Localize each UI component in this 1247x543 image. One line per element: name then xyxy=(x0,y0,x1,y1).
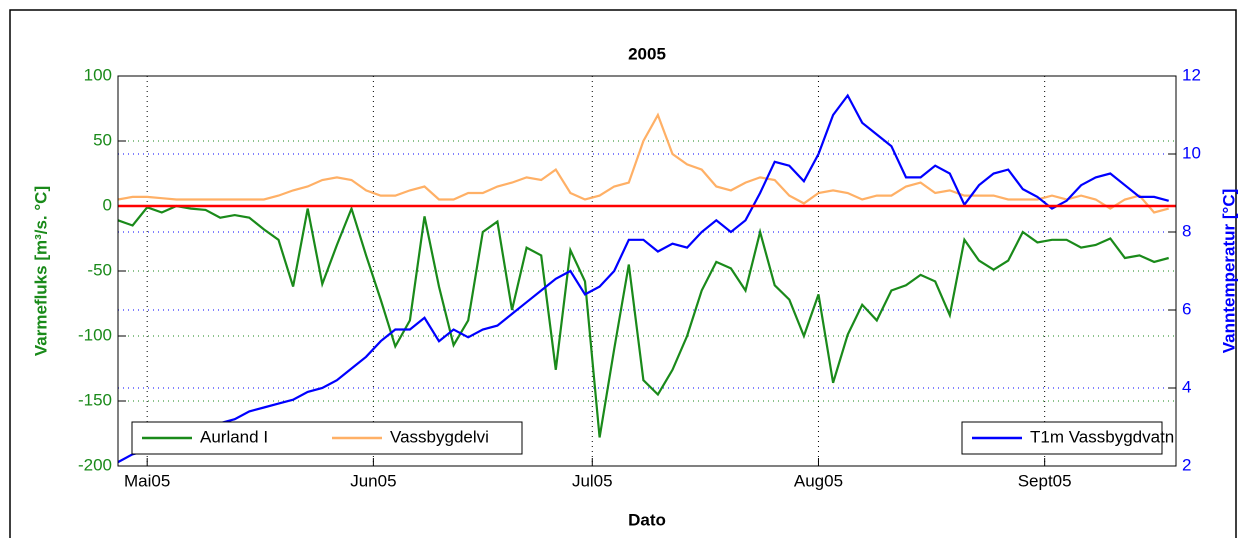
legend-label: T1m Vassbygdvatn xyxy=(1030,427,1174,446)
y2-tick-label: 6 xyxy=(1182,299,1191,318)
y-tick-label: -50 xyxy=(87,260,112,279)
figure-border xyxy=(9,9,1237,543)
x-tick-label: Jun05 xyxy=(350,471,396,490)
x-tick-label: Sept05 xyxy=(1018,471,1072,490)
legend-label: Aurland I xyxy=(200,427,268,446)
y-axis-label: Varmefluks [m³/s. °C] xyxy=(31,186,50,356)
series-line xyxy=(117,204,1169,438)
y-tick-label: 0 xyxy=(103,195,112,214)
series-line xyxy=(117,93,1169,464)
legend-box xyxy=(131,421,523,455)
y2-tick-label: 12 xyxy=(1182,65,1201,84)
y-tick-label: -150 xyxy=(78,390,112,409)
x-tick-label: Aug05 xyxy=(794,471,843,490)
x-axis-label: Dato xyxy=(628,510,666,529)
y2-tick-label: 4 xyxy=(1182,377,1191,396)
y-tick-label: -100 xyxy=(78,325,112,344)
y2-tick-label: 10 xyxy=(1182,143,1201,162)
y-tick-label: -200 xyxy=(78,455,112,474)
x-tick-label: Mai05 xyxy=(124,471,170,490)
y2-tick-label: 8 xyxy=(1182,221,1191,240)
series-line xyxy=(117,112,1169,214)
y-tick-label: 100 xyxy=(84,65,112,84)
chart-title: 2005 xyxy=(628,44,666,63)
x-tick-label: Jul05 xyxy=(572,471,613,490)
y-tick-label: 50 xyxy=(93,130,112,149)
legend-label: Vassbygdelvi xyxy=(390,427,489,446)
y2-tick-label: 2 xyxy=(1182,455,1191,474)
y2-axis-label: Vanntemperatur [°C] xyxy=(1219,189,1238,354)
plot-frame xyxy=(117,75,1177,467)
